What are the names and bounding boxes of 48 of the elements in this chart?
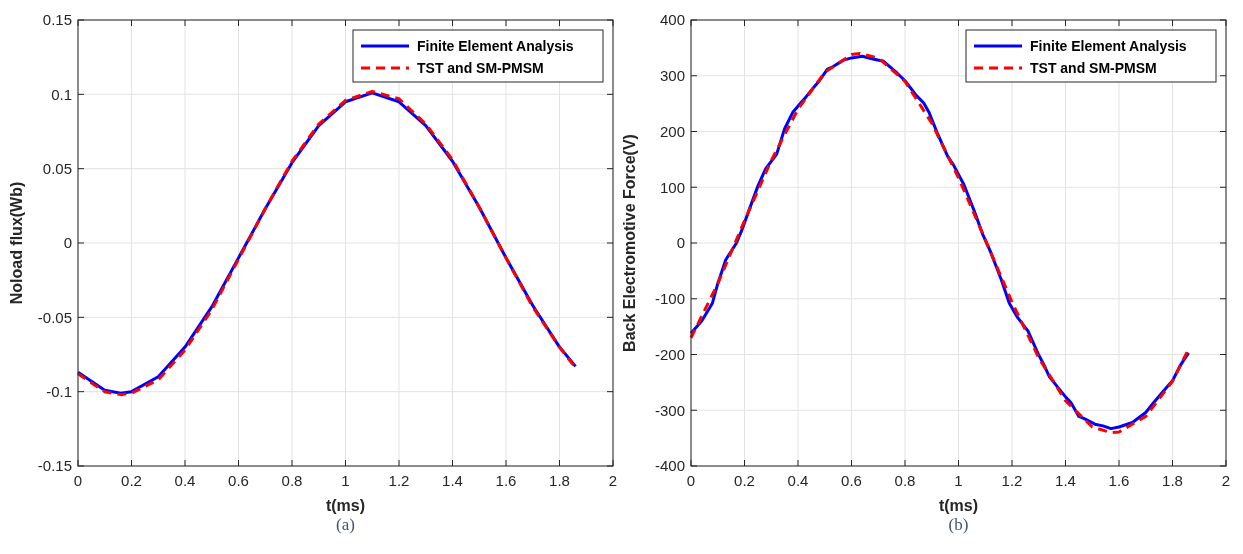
x-tick-label: 1.8 <box>549 472 570 489</box>
y-tick-label: 0.15 <box>42 11 72 29</box>
x-tick-label: 1.8 <box>1162 472 1183 489</box>
x-tick-label: 2 <box>608 472 618 489</box>
text: (b) <box>948 515 969 534</box>
y-axis-title: Back Electromotive Force(V) <box>621 134 638 352</box>
x-tick-label: 1.2 <box>388 472 410 489</box>
text: (a) <box>336 515 355 534</box>
x-tick-label: 0.8 <box>894 472 916 489</box>
y-tick-label: 0.05 <box>42 159 72 177</box>
y-tick-label: -200 <box>654 345 685 363</box>
x-tick-label: 0.4 <box>787 472 809 489</box>
legend-label: Finite Element Analysis <box>1030 37 1187 54</box>
y-tick-label: -300 <box>654 401 685 419</box>
x-tick-label: 0.2 <box>121 472 142 489</box>
y-tick-label: -400 <box>654 457 685 475</box>
legend-label: Finite Element Analysis <box>417 37 574 54</box>
x-tick-label: 0 <box>73 472 83 489</box>
y-axis-title: Noload flux(Wb) <box>8 181 25 305</box>
y-tick-label: -0.15 <box>37 457 72 475</box>
x-tick-label: 1.6 <box>495 472 517 489</box>
y-tick-label: 200 <box>659 122 685 140</box>
x-tick-label: 0.4 <box>174 472 196 489</box>
x-tick-label: 0.6 <box>841 472 862 489</box>
x-tick-label: 1 <box>341 472 350 489</box>
x-tick-label: 1 <box>954 472 963 489</box>
x-axis-title: t(ms) <box>325 497 366 514</box>
y-tick-label: 300 <box>659 67 685 84</box>
x-tick-label: 0.2 <box>734 472 755 489</box>
y-tick-label: 100 <box>659 178 685 196</box>
x-tick-label: 2 <box>1221 472 1231 489</box>
x-tick-label: 1.4 <box>442 472 463 489</box>
y-tick-label: 400 <box>659 11 685 29</box>
x-tick-label: 1.6 <box>1108 472 1130 489</box>
y-tick-label: -0.05 <box>37 308 72 326</box>
legend-label: TST and SM-PMSM <box>1030 59 1157 76</box>
legend-label: TST and SM-PMSM <box>417 59 544 76</box>
y-tick-label: 0 <box>63 234 72 252</box>
x-tick-label: 0.8 <box>281 472 303 489</box>
x-tick-label: 0.6 <box>228 472 249 489</box>
x-tick-label: 1.2 <box>1001 472 1023 489</box>
y-tick-label: -100 <box>654 290 685 307</box>
x-tick-label: 1.4 <box>1055 472 1076 489</box>
y-tick-label: 0 <box>676 234 685 252</box>
x-axis-title: t(ms) <box>938 497 979 514</box>
y-tick-label: -0.1 <box>46 382 72 400</box>
y-tick-label: 0.1 <box>51 85 72 103</box>
x-tick-label: 0 <box>686 472 696 489</box>
